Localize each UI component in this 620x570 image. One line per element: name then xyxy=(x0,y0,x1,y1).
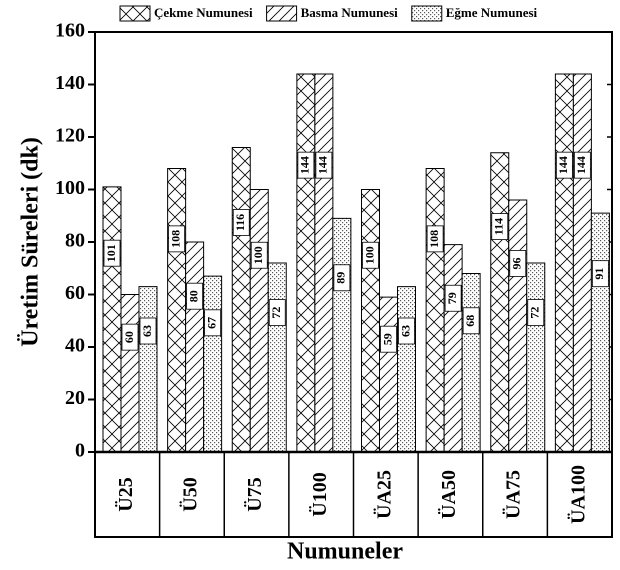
value-label-box xyxy=(232,209,250,236)
value-label-box xyxy=(426,225,444,253)
value-label: 144 xyxy=(556,156,570,174)
value-label: 144 xyxy=(574,156,588,174)
bar xyxy=(425,168,445,453)
y-tick-label: 160 xyxy=(55,20,85,42)
value-label: 80 xyxy=(186,290,200,302)
value-label-box xyxy=(168,225,186,253)
bar xyxy=(314,73,334,453)
value-label: 114 xyxy=(492,218,506,235)
x-axis-title: Numuneler xyxy=(287,539,403,565)
bar xyxy=(397,286,416,453)
y-tick-label: 100 xyxy=(55,177,85,199)
value-label: 144 xyxy=(316,156,330,174)
bar xyxy=(185,241,205,453)
bar xyxy=(138,286,158,453)
bar xyxy=(203,275,223,453)
legend-swatch xyxy=(119,5,151,22)
bar xyxy=(296,73,316,453)
value-label: 79 xyxy=(445,292,459,304)
value-label: 72 xyxy=(528,307,542,319)
bar xyxy=(249,189,269,453)
bar xyxy=(379,296,398,453)
value-label: 100 xyxy=(251,246,265,264)
value-label: 108 xyxy=(427,230,441,248)
y-tick-label: 60 xyxy=(65,282,85,304)
y-tick-label: 0 xyxy=(75,440,85,462)
bar xyxy=(526,262,546,453)
value-label: 144 xyxy=(298,156,312,174)
value-label: 100 xyxy=(362,246,376,264)
value-label-box xyxy=(398,317,415,345)
value-label: 68 xyxy=(463,315,477,327)
value-label: 59 xyxy=(380,333,394,345)
value-label-box xyxy=(555,151,573,179)
y-tick-label: 140 xyxy=(55,72,85,94)
bar xyxy=(554,73,574,453)
value-label-box xyxy=(491,213,509,240)
bar xyxy=(102,186,122,453)
y-tick-label: 120 xyxy=(55,125,85,147)
bar xyxy=(267,262,287,453)
value-label: 89 xyxy=(334,272,348,284)
legend-label: Eğme Numunesi xyxy=(446,5,538,20)
value-label-box xyxy=(380,325,397,353)
value-label: 72 xyxy=(269,307,283,319)
value-label-box xyxy=(591,260,609,288)
bar xyxy=(508,199,528,453)
y-tick-label: 80 xyxy=(65,230,85,252)
value-label-box xyxy=(204,309,222,337)
value-label: 96 xyxy=(510,257,524,269)
x-tick-label: ÜA75 xyxy=(502,470,525,519)
value-label-box xyxy=(462,307,480,335)
legend-swatch xyxy=(266,5,298,22)
value-label-box xyxy=(509,250,527,277)
value-label-box xyxy=(333,264,351,292)
value-label: 101 xyxy=(104,244,118,262)
value-label-box xyxy=(268,299,286,326)
value-label: 63 xyxy=(140,325,154,337)
value-label: 60 xyxy=(122,331,136,343)
bar xyxy=(461,273,481,453)
bar xyxy=(361,189,380,453)
value-label-box xyxy=(444,284,462,312)
bar xyxy=(490,152,510,453)
bar xyxy=(590,212,610,453)
legend-label: Basma Numunesi xyxy=(301,5,399,20)
y-tick-label: 40 xyxy=(65,335,85,357)
value-label: 67 xyxy=(204,317,218,329)
value-label: 63 xyxy=(398,325,412,337)
bar xyxy=(120,294,140,453)
value-label: 116 xyxy=(233,214,247,231)
bar xyxy=(572,73,592,453)
bar xyxy=(332,217,352,453)
y-axis-title: Üretim Süreleri (dk) xyxy=(18,137,44,347)
bar xyxy=(231,147,251,453)
value-label: 108 xyxy=(168,230,182,248)
value-label-box xyxy=(121,323,139,351)
value-label-box xyxy=(186,282,204,310)
value-label-box xyxy=(573,151,591,179)
value-label-box xyxy=(139,317,157,345)
x-tick-label: ÜA50 xyxy=(437,470,460,519)
bar xyxy=(443,244,463,453)
value-label-box xyxy=(297,151,315,179)
x-tick-label: ÜA100 xyxy=(566,465,589,524)
value-label-box xyxy=(362,241,379,269)
value-label: 91 xyxy=(592,268,606,280)
x-tick-label: ÜA25 xyxy=(372,470,395,519)
value-label-box xyxy=(315,151,333,179)
bar xyxy=(167,168,187,453)
value-label-box xyxy=(103,239,121,267)
legend-swatch xyxy=(411,5,443,22)
x-tick-label: Ü75 xyxy=(243,477,266,511)
x-tick-label: Ü25 xyxy=(114,477,137,511)
legend-label: Çekme Numunesi xyxy=(154,5,253,20)
y-tick-label: 20 xyxy=(65,387,85,409)
value-label-box xyxy=(527,299,545,326)
value-label-box xyxy=(250,241,268,269)
x-tick-label: Ü100 xyxy=(308,472,331,516)
x-tick-label: Ü50 xyxy=(179,477,202,511)
